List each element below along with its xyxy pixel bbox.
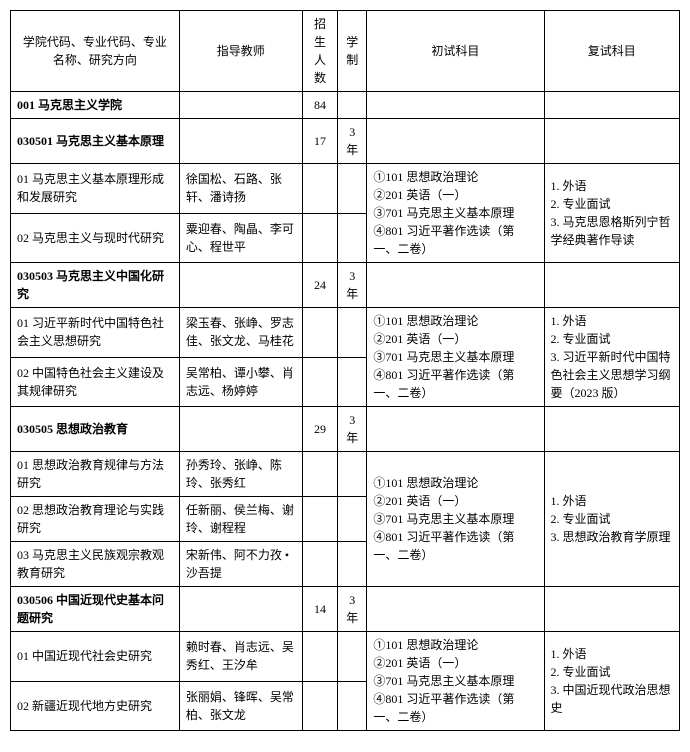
direction-name: 01 中国近现代社会史研究 bbox=[11, 632, 180, 682]
direction-teachers: 粟迎春、陶晶、李可心、程世平 bbox=[179, 213, 302, 263]
school-row: 001 马克思主义学院 84 bbox=[11, 92, 680, 119]
major-duration: 3 年 bbox=[338, 407, 367, 452]
header-row: 学院代码、专业代码、专业名称、研究方向 指导教师 招生人数 学制 初试科目 复试… bbox=[11, 11, 680, 92]
empty-cell bbox=[179, 587, 302, 632]
header-col2: 指导教师 bbox=[179, 11, 302, 92]
major-row: 030505 思想政治教育 293 年 bbox=[11, 407, 680, 452]
empty-cell bbox=[302, 308, 337, 358]
direction-name: 01 习近平新时代中国特色社会主义思想研究 bbox=[11, 308, 180, 358]
empty-cell bbox=[302, 213, 337, 263]
major-duration: 3 年 bbox=[338, 587, 367, 632]
empty-cell bbox=[302, 681, 337, 731]
direction-teachers: 梁玉春、张峥、罗志佳、张文龙、马桂花 bbox=[179, 308, 302, 358]
direction-name: 01 思想政治教育规律与方法研究 bbox=[11, 452, 180, 497]
direction-teachers: 张丽娟、锋晖、吴常柏、张文龙 bbox=[179, 681, 302, 731]
empty-cell bbox=[302, 542, 337, 587]
empty-cell bbox=[302, 164, 337, 214]
major-count: 17 bbox=[302, 119, 337, 164]
direction-name: 02 思想政治教育理论与实践研究 bbox=[11, 497, 180, 542]
empty-cell bbox=[338, 452, 367, 497]
header-col5: 初试科目 bbox=[367, 11, 544, 92]
direction-teachers: 吴常柏、谭小攀、肖志远、杨婷婷 bbox=[179, 357, 302, 407]
empty-cell bbox=[544, 407, 680, 452]
empty-cell bbox=[544, 587, 680, 632]
empty-cell bbox=[544, 263, 680, 308]
direction-row: 01 马克思主义基本原理形成和发展研究徐国松、石路、张轩、潘诗扬①101 思想政… bbox=[11, 164, 680, 214]
prelim-subjects: ①101 思想政治理论②201 英语（一）③701 马克思主义基本原理④801 … bbox=[367, 308, 544, 407]
empty-cell bbox=[302, 452, 337, 497]
direction-teachers: 任新丽、侯兰梅、谢玲、谢程程 bbox=[179, 497, 302, 542]
major-row: 030506 中国近现代史基本问题研究 143 年 bbox=[11, 587, 680, 632]
empty-cell bbox=[338, 497, 367, 542]
direction-name: 02 新疆近现代地方史研究 bbox=[11, 681, 180, 731]
major-count: 14 bbox=[302, 587, 337, 632]
major-row: 030501 马克思主义基本原理 173 年 bbox=[11, 119, 680, 164]
empty-cell bbox=[179, 263, 302, 308]
direction-teachers: 赖时春、肖志远、吴秀红、王汐牟 bbox=[179, 632, 302, 682]
empty-cell bbox=[179, 119, 302, 164]
direction-row: 01 中国近现代社会史研究赖时春、肖志远、吴秀红、王汐牟①101 思想政治理论②… bbox=[11, 632, 680, 682]
direction-row: 01 习近平新时代中国特色社会主义思想研究梁玉春、张峥、罗志佳、张文龙、马桂花①… bbox=[11, 308, 680, 358]
empty-cell bbox=[302, 632, 337, 682]
empty-cell bbox=[367, 587, 544, 632]
empty-cell bbox=[338, 164, 367, 214]
major-name: 030505 思想政治教育 bbox=[11, 407, 180, 452]
empty-cell bbox=[338, 213, 367, 263]
school-count: 84 bbox=[302, 92, 337, 119]
major-name: 030506 中国近现代史基本问题研究 bbox=[11, 587, 180, 632]
empty-cell bbox=[338, 357, 367, 407]
empty-cell bbox=[179, 92, 302, 119]
prelim-subjects: ①101 思想政治理论②201 英语（一）③701 马克思主义基本原理④801 … bbox=[367, 164, 544, 263]
direction-teachers: 孙秀玲、张峥、陈玲、张秀红 bbox=[179, 452, 302, 497]
empty-cell bbox=[544, 119, 680, 164]
prelim-subjects: ①101 思想政治理论②201 英语（一）③701 马克思主义基本原理④801 … bbox=[367, 632, 544, 731]
school-name: 001 马克思主义学院 bbox=[11, 92, 180, 119]
direction-name: 02 马克思主义与现时代研究 bbox=[11, 213, 180, 263]
empty-cell bbox=[544, 92, 680, 119]
major-duration: 3 年 bbox=[338, 119, 367, 164]
header-col3: 招生人数 bbox=[302, 11, 337, 92]
prelim-subjects: ①101 思想政治理论②201 英语（一）③701 马克思主义基本原理④801 … bbox=[367, 452, 544, 587]
direction-name: 03 马克思主义民族观宗教观教育研究 bbox=[11, 542, 180, 587]
major-name: 030503 马克思主义中国化研究 bbox=[11, 263, 180, 308]
reexam-subjects: 1. 外语2. 专业面试3. 习近平新时代中国特色社会主义思想学习纲要（2023… bbox=[544, 308, 680, 407]
direction-teachers: 宋新伟、阿不力孜 •沙吾提 bbox=[179, 542, 302, 587]
empty-cell bbox=[338, 92, 367, 119]
empty-cell bbox=[302, 357, 337, 407]
major-name: 030501 马克思主义基本原理 bbox=[11, 119, 180, 164]
major-count: 24 bbox=[302, 263, 337, 308]
empty-cell bbox=[367, 407, 544, 452]
major-duration: 3 年 bbox=[338, 263, 367, 308]
direction-name: 01 马克思主义基本原理形成和发展研究 bbox=[11, 164, 180, 214]
reexam-subjects: 1. 外语2. 专业面试3. 马克思恩格斯列宁哲学经典著作导读 bbox=[544, 164, 680, 263]
empty-cell bbox=[338, 632, 367, 682]
empty-cell bbox=[338, 542, 367, 587]
admissions-table: 学院代码、专业代码、专业名称、研究方向 指导教师 招生人数 学制 初试科目 复试… bbox=[10, 10, 680, 731]
major-count: 29 bbox=[302, 407, 337, 452]
direction-name: 02 中国特色社会主义建设及其规律研究 bbox=[11, 357, 180, 407]
empty-cell bbox=[338, 308, 367, 358]
header-col4: 学制 bbox=[338, 11, 367, 92]
direction-row: 01 思想政治教育规律与方法研究孙秀玲、张峥、陈玲、张秀红①101 思想政治理论… bbox=[11, 452, 680, 497]
empty-cell bbox=[367, 92, 544, 119]
header-col6: 复试科目 bbox=[544, 11, 680, 92]
reexam-subjects: 1. 外语2. 专业面试3. 中国近现代政治思想史 bbox=[544, 632, 680, 731]
major-row: 030503 马克思主义中国化研究 243 年 bbox=[11, 263, 680, 308]
direction-teachers: 徐国松、石路、张轩、潘诗扬 bbox=[179, 164, 302, 214]
empty-cell bbox=[179, 407, 302, 452]
empty-cell bbox=[302, 497, 337, 542]
empty-cell bbox=[338, 681, 367, 731]
empty-cell bbox=[367, 263, 544, 308]
reexam-subjects: 1. 外语2. 专业面试3. 思想政治教育学原理 bbox=[544, 452, 680, 587]
empty-cell bbox=[367, 119, 544, 164]
header-col1: 学院代码、专业代码、专业名称、研究方向 bbox=[11, 11, 180, 92]
